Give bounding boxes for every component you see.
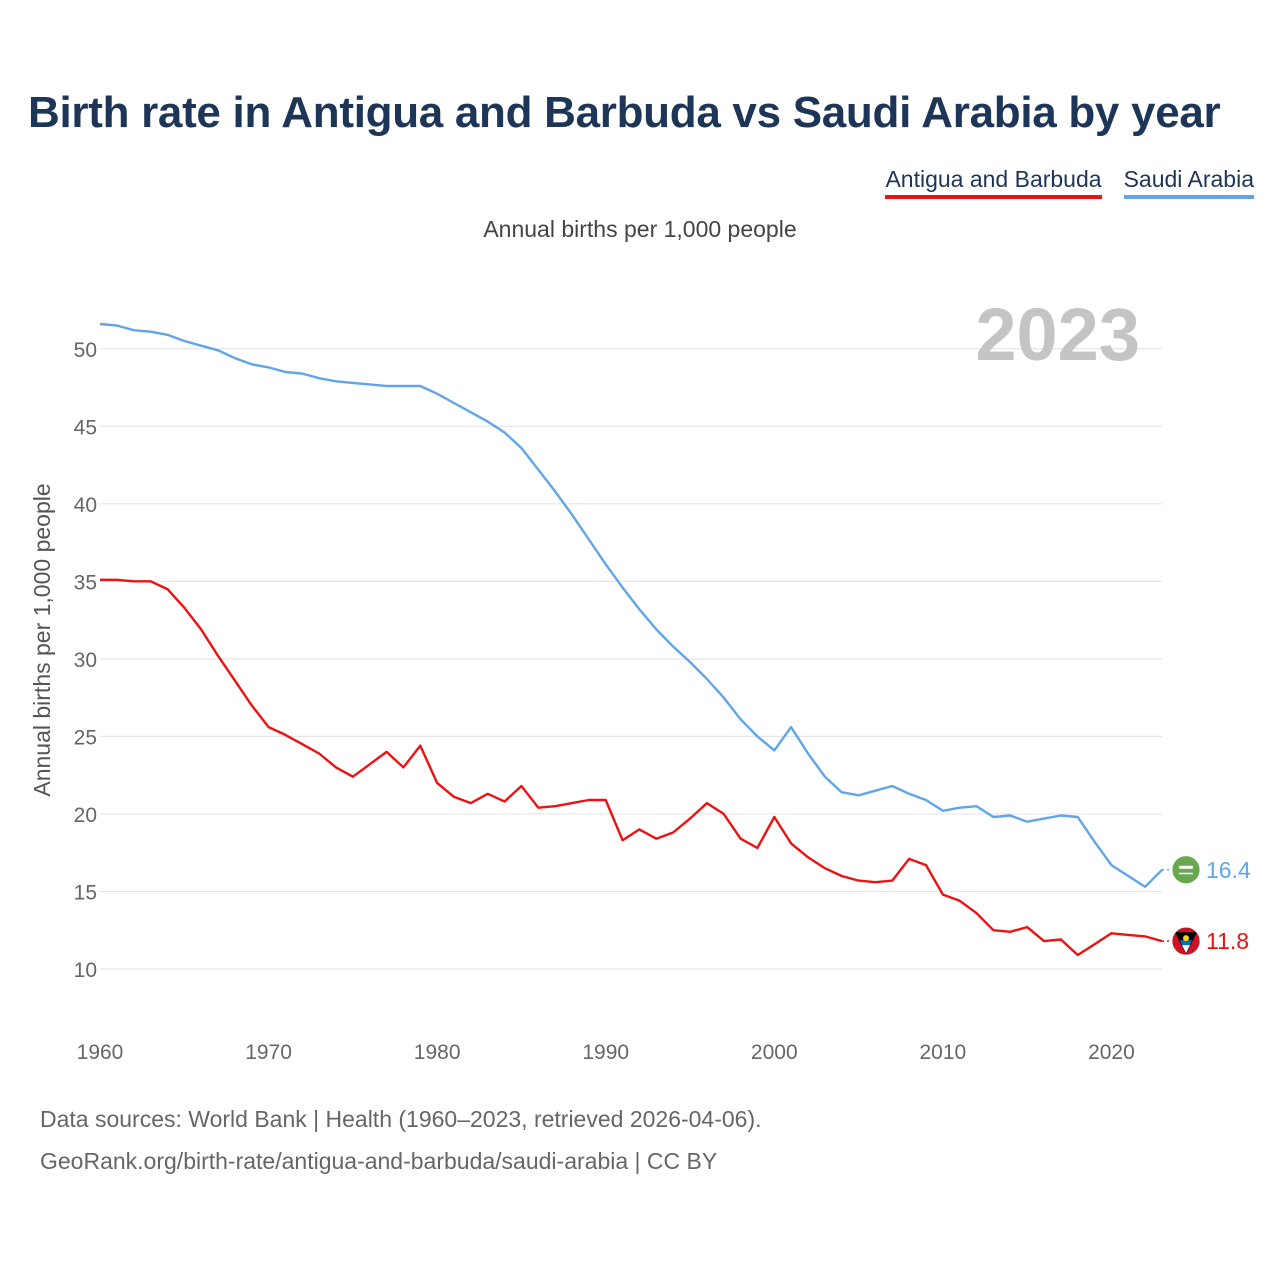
y-axis-ticks: 10 15 20 25 30 35 40 45 50 (74, 339, 97, 982)
legend-item-antigua-and-barbuda[interactable]: Antigua and Barbuda (885, 166, 1102, 199)
y-tick-label: 25 (74, 726, 97, 749)
y-tick-label: 10 (74, 959, 97, 982)
end-value-label: 11.8 (1206, 928, 1249, 954)
gridlines (100, 348, 1162, 970)
series-line-saudi-arabia[interactable] (99, 322, 1163, 888)
y-tick-label: 20 (74, 804, 97, 827)
saudi-arabia-flag-icon (1171, 855, 1201, 885)
x-tick-label: 1970 (245, 1041, 292, 1064)
y-tick-label: 50 (74, 339, 97, 362)
y-tick-label: 15 (74, 881, 97, 904)
x-axis-ticks: 1960 1970 1980 1990 2000 2010 2020 (77, 1041, 1135, 1064)
footer-sources: Data sources: World Bank | Health (1960–… (40, 1106, 762, 1132)
chart-title: Birth rate in Antigua and Barbuda vs Sau… (28, 88, 1221, 137)
y-axis-label: Annual births per 1,000 people (29, 483, 55, 796)
x-tick-label: 2020 (1088, 1041, 1135, 1064)
series-end-markers: 11.8 16.4 (1162, 855, 1251, 956)
x-tick-label: 1980 (414, 1041, 461, 1064)
y-tick-label: 40 (74, 494, 97, 517)
series-line-antigua-and-barbuda[interactable] (100, 578, 1163, 957)
y-tick-label: 30 (74, 649, 97, 672)
x-tick-label: 1960 (77, 1041, 124, 1064)
end-value-label: 16.4 (1206, 857, 1251, 883)
legend-item-saudi-arabia[interactable]: Saudi Arabia (1123, 166, 1254, 199)
chart-subtitle: Annual births per 1,000 people (483, 216, 797, 242)
x-tick-label: 2000 (751, 1041, 798, 1064)
y-tick-label: 45 (74, 416, 97, 439)
footer-link[interactable]: GeoRank.org/birth-rate/antigua-and-barbu… (40, 1148, 718, 1174)
x-tick-label: 1990 (582, 1041, 629, 1064)
x-tick-label: 2010 (919, 1041, 966, 1064)
antigua-and-barbuda-flag-icon (1171, 926, 1201, 956)
y-tick-label: 35 (74, 571, 97, 594)
legend: Antigua and Barbuda Saudi Arabia (885, 166, 1254, 199)
year-watermark: 2023 (975, 293, 1140, 376)
series-lines (99, 322, 1163, 957)
